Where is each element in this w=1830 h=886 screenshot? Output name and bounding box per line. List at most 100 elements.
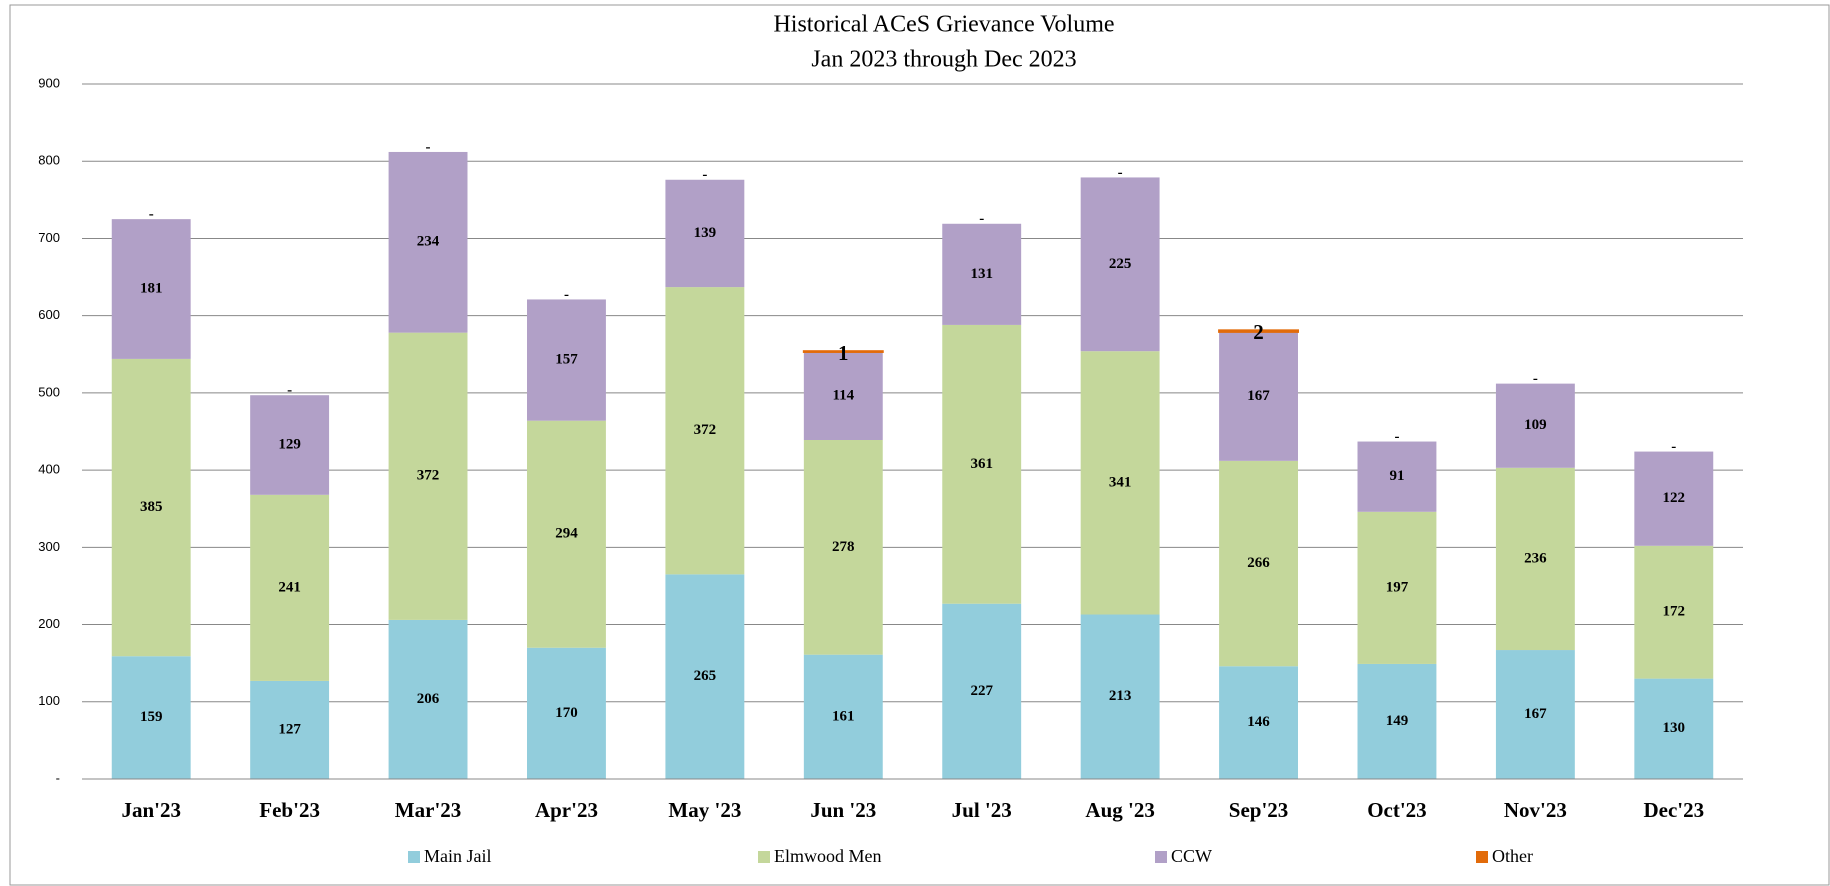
data-label: 167 bbox=[1247, 388, 1270, 404]
data-label: 2 bbox=[1253, 320, 1264, 344]
bar-segment bbox=[111, 358, 191, 657]
bar-segment bbox=[250, 680, 330, 779]
bar-segment bbox=[1495, 467, 1575, 651]
data-label: 129 bbox=[278, 436, 301, 452]
data-label: - bbox=[426, 139, 431, 155]
x-tick-label: Jan'23 bbox=[121, 798, 181, 822]
bar-segment bbox=[1080, 614, 1160, 779]
data-label: 149 bbox=[1386, 713, 1409, 729]
bar-segment bbox=[388, 151, 468, 333]
bar-segment bbox=[250, 494, 330, 681]
data-label: 1 bbox=[838, 341, 849, 365]
data-label: 157 bbox=[555, 352, 578, 368]
data-label: - bbox=[564, 287, 569, 303]
x-tick-label: Jul '23 bbox=[952, 798, 1012, 822]
y-tick-label: 100 bbox=[38, 693, 60, 708]
bar-segment bbox=[250, 395, 330, 495]
bar-segment bbox=[665, 179, 745, 288]
bar-segment bbox=[1219, 460, 1298, 667]
data-label: - bbox=[1118, 165, 1123, 181]
bar-segment bbox=[942, 223, 1022, 325]
data-label: 181 bbox=[140, 280, 163, 296]
bar-segment bbox=[1357, 663, 1437, 779]
bar-segment bbox=[111, 219, 191, 359]
bar-segment bbox=[527, 299, 606, 421]
legend-label: Other bbox=[1492, 846, 1533, 866]
data-label: - bbox=[149, 207, 154, 223]
bar-segment bbox=[1218, 329, 1299, 333]
bar-segment bbox=[802, 350, 884, 353]
bar-segment bbox=[1634, 545, 1714, 679]
data-label: 372 bbox=[417, 468, 440, 484]
data-label: 197 bbox=[1386, 579, 1409, 595]
bar-segment bbox=[803, 654, 883, 779]
bar-segment bbox=[803, 439, 883, 655]
data-label: 172 bbox=[1663, 604, 1686, 620]
bar-segment bbox=[527, 647, 606, 779]
legend-swatch bbox=[758, 851, 770, 863]
y-tick-label: 900 bbox=[38, 75, 60, 90]
data-label: 127 bbox=[278, 721, 301, 737]
bar-segment bbox=[1080, 177, 1160, 352]
data-label: 213 bbox=[1109, 688, 1132, 704]
data-label: - bbox=[1394, 429, 1399, 445]
data-label: 278 bbox=[832, 539, 855, 555]
chart-title: Historical ACeS Grievance Volume bbox=[773, 12, 1114, 38]
bar-segment bbox=[665, 574, 745, 779]
data-label: 206 bbox=[417, 691, 440, 707]
x-tick-label: Sep'23 bbox=[1229, 798, 1289, 822]
data-label: - bbox=[979, 211, 984, 227]
x-tick-label: Dec'23 bbox=[1643, 798, 1704, 822]
legend-label: Elmwood Men bbox=[774, 846, 882, 866]
bar-segment bbox=[1080, 351, 1160, 615]
legend-label: Main Jail bbox=[424, 846, 492, 866]
data-label: 91 bbox=[1389, 468, 1404, 484]
data-label: 114 bbox=[832, 387, 854, 403]
data-label: 170 bbox=[555, 705, 578, 721]
data-label: 167 bbox=[1524, 706, 1547, 722]
bar-segment bbox=[527, 420, 606, 648]
bar-segment bbox=[1495, 383, 1575, 468]
bar-segment bbox=[942, 324, 1022, 604]
data-label: - bbox=[1671, 439, 1676, 455]
data-label: 234 bbox=[417, 234, 440, 250]
data-label: 341 bbox=[1109, 474, 1132, 490]
data-label: 159 bbox=[140, 709, 163, 725]
data-label: 161 bbox=[832, 708, 855, 724]
legend-swatch bbox=[1155, 851, 1167, 863]
x-tick-label: Nov'23 bbox=[1504, 798, 1567, 822]
bar-segment bbox=[1357, 441, 1437, 512]
x-tick-label: Mar'23 bbox=[395, 798, 461, 822]
y-tick-label: - bbox=[56, 770, 60, 785]
bar-segment bbox=[1495, 650, 1575, 779]
y-tick-label: 300 bbox=[38, 539, 60, 554]
bar-segment bbox=[388, 619, 468, 779]
data-label: 372 bbox=[694, 422, 717, 438]
data-label: 109 bbox=[1524, 417, 1547, 433]
x-tick-label: May '23 bbox=[668, 798, 741, 822]
x-tick-label: Aug '23 bbox=[1085, 798, 1154, 822]
legend-swatch bbox=[1476, 851, 1488, 863]
bar-segment bbox=[1219, 666, 1298, 779]
data-label: 361 bbox=[970, 456, 993, 472]
data-label: 139 bbox=[694, 225, 717, 241]
bar-segment bbox=[665, 287, 745, 575]
data-label: 265 bbox=[694, 668, 717, 684]
data-label: 131 bbox=[970, 266, 993, 282]
data-label: 241 bbox=[278, 579, 301, 595]
legend-label: CCW bbox=[1171, 846, 1212, 866]
data-label: 294 bbox=[555, 526, 578, 542]
y-tick-label: 800 bbox=[38, 153, 60, 168]
y-tick-label: 400 bbox=[38, 462, 60, 477]
bar-segment bbox=[942, 603, 1022, 779]
data-label: 385 bbox=[140, 499, 163, 515]
data-label: - bbox=[287, 383, 292, 399]
bar-segment bbox=[1219, 331, 1298, 461]
data-label: - bbox=[702, 167, 707, 183]
data-label: 266 bbox=[1247, 555, 1270, 571]
bar-segment bbox=[1634, 678, 1714, 779]
bar-segment bbox=[803, 351, 883, 440]
data-label: - bbox=[1533, 371, 1538, 387]
x-tick-label: Jun '23 bbox=[810, 798, 876, 822]
legend-swatch bbox=[408, 851, 420, 863]
